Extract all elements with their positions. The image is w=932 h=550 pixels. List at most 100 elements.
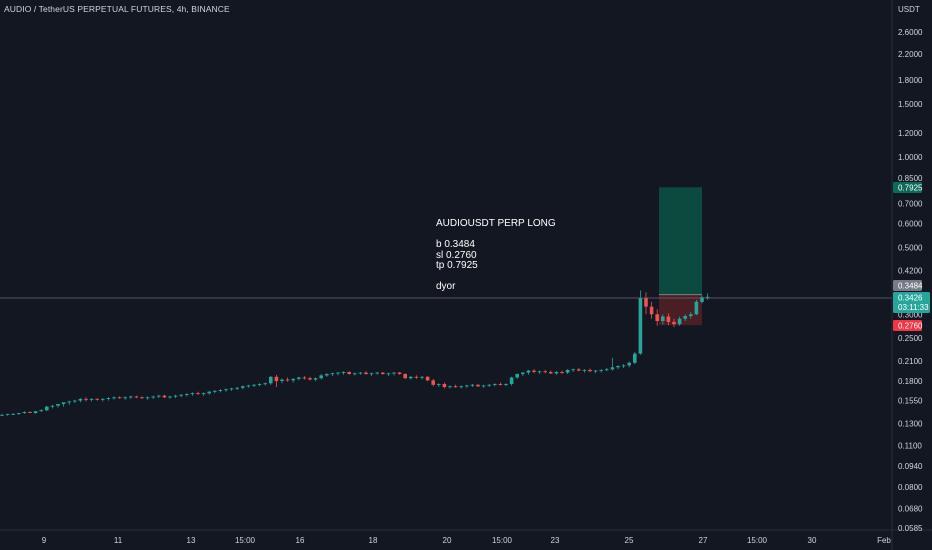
candle bbox=[565, 369, 570, 374]
time-tick-label: 15:00 bbox=[747, 536, 768, 545]
candle bbox=[672, 318, 676, 328]
annotation-entry: b 0.3484 bbox=[436, 239, 475, 250]
candle bbox=[106, 397, 111, 401]
price-tick-label: 0.8500 bbox=[898, 174, 923, 183]
candle bbox=[627, 361, 631, 368]
candle bbox=[123, 396, 127, 400]
symbol-header[interactable]: AUDIO / TetherUS PERPETUAL FUTURES, 4h, … bbox=[4, 4, 230, 14]
price-tick-label: 0.4200 bbox=[898, 266, 923, 275]
candle bbox=[420, 376, 424, 380]
candle bbox=[285, 377, 290, 382]
candle bbox=[369, 372, 374, 377]
candle bbox=[526, 369, 531, 375]
candle bbox=[347, 371, 351, 375]
price-tick-label: 0.6000 bbox=[898, 220, 923, 229]
candle bbox=[453, 384, 458, 388]
candle bbox=[173, 394, 178, 399]
candle bbox=[666, 313, 671, 326]
candle bbox=[241, 385, 245, 390]
candle bbox=[319, 374, 323, 380]
price-tick-label: 0.3000 bbox=[898, 310, 923, 319]
candle bbox=[297, 376, 301, 381]
candle bbox=[28, 411, 32, 413]
candle bbox=[504, 383, 508, 387]
candle bbox=[257, 383, 262, 387]
candle bbox=[649, 301, 654, 319]
candle bbox=[252, 384, 256, 387]
price-tick-label: 2.6000 bbox=[898, 28, 923, 37]
entry-badge bbox=[893, 280, 922, 291]
candle bbox=[481, 384, 486, 388]
candle bbox=[84, 397, 88, 402]
price-tick-label: 0.0585 bbox=[898, 524, 923, 533]
candle bbox=[431, 378, 435, 387]
price-tick-label: 1.0000 bbox=[898, 153, 923, 162]
price-tick-label: 0.0940 bbox=[898, 462, 923, 471]
time-axis[interactable]: 9 11 13 15:00 16 18 20 15:00 23 25 27 15:00 30 Feb bbox=[42, 536, 892, 545]
candle bbox=[409, 376, 413, 380]
candle bbox=[22, 411, 27, 414]
time-tick-label: 23 bbox=[551, 536, 560, 545]
candle bbox=[554, 371, 559, 375]
candle bbox=[341, 371, 346, 375]
candle bbox=[414, 375, 419, 379]
candle bbox=[246, 384, 251, 388]
time-tick-label: 18 bbox=[369, 536, 378, 545]
candles bbox=[0, 290, 710, 416]
price-tick-label: 0.1300 bbox=[898, 420, 923, 429]
price-tick-label: 0.7000 bbox=[898, 200, 923, 209]
candle bbox=[397, 372, 402, 375]
candle bbox=[358, 372, 363, 375]
price-tick-label: 1.5000 bbox=[898, 100, 923, 109]
candle bbox=[661, 314, 665, 325]
candle bbox=[677, 316, 682, 326]
candle bbox=[224, 388, 228, 392]
candle bbox=[117, 396, 122, 399]
time-tick-label: 27 bbox=[699, 536, 708, 545]
candle bbox=[89, 398, 94, 402]
candle bbox=[465, 384, 469, 388]
candle bbox=[269, 376, 273, 385]
candle bbox=[33, 411, 38, 414]
candle bbox=[621, 364, 626, 368]
candle bbox=[459, 385, 463, 389]
annotation-stop: sl 0.2760 bbox=[436, 249, 477, 261]
candle bbox=[263, 382, 267, 386]
profit-zone[interactable] bbox=[659, 187, 702, 295]
candle bbox=[235, 387, 239, 391]
candle bbox=[5, 413, 10, 416]
time-tick-label: Feb bbox=[877, 536, 891, 545]
entry-badge-label: 0.3484 bbox=[898, 282, 923, 291]
candle bbox=[336, 372, 340, 376]
candle bbox=[302, 376, 307, 380]
candle bbox=[515, 373, 519, 379]
candle bbox=[162, 394, 167, 399]
candle bbox=[610, 357, 615, 371]
bar-countdown-label: 03:11:33 bbox=[898, 303, 929, 312]
candle bbox=[145, 396, 150, 400]
candle bbox=[213, 390, 217, 394]
candle bbox=[537, 370, 542, 374]
candle bbox=[694, 299, 699, 316]
candle bbox=[392, 372, 396, 376]
target-badge-label: 0.7925 bbox=[898, 184, 923, 193]
candle bbox=[364, 371, 368, 375]
trade-annotation[interactable]: AUDIOUSDT PERP LONG b 0.3484 sl 0.2760 t… bbox=[436, 218, 556, 293]
candle bbox=[67, 400, 71, 405]
price-axis[interactable]: USDT 2.6000 2.2000 1.8000 1.5000 1.2000 1.000… bbox=[898, 5, 923, 533]
candle bbox=[689, 312, 693, 319]
candle bbox=[330, 372, 335, 377]
candle bbox=[375, 372, 379, 375]
annotation-target: tp 0.7925 bbox=[436, 260, 478, 271]
price-tick-label: 1.8000 bbox=[898, 76, 923, 85]
annotation-title: AUDIOUSDT PERP LONG bbox=[436, 218, 556, 229]
candle bbox=[185, 393, 189, 397]
candle bbox=[493, 383, 497, 387]
candle bbox=[179, 394, 183, 398]
candle bbox=[683, 314, 687, 321]
candle bbox=[588, 368, 592, 372]
candle bbox=[207, 390, 211, 395]
candle bbox=[532, 369, 536, 374]
time-tick-label: 20 bbox=[443, 536, 452, 545]
